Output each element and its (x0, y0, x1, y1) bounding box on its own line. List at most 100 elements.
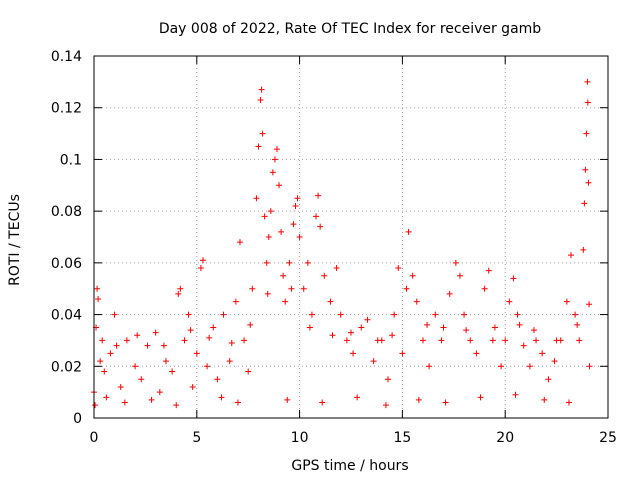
data-point (498, 363, 505, 370)
data-point (526, 363, 533, 370)
data-point (214, 376, 221, 383)
data-point (269, 169, 276, 176)
data-point (286, 259, 293, 266)
data-point (169, 368, 176, 375)
data-point (253, 195, 260, 202)
data-point (315, 192, 322, 199)
chart-title: Day 008 of 2022, Rate Of TEC Index for r… (159, 21, 541, 37)
data-point (551, 358, 558, 365)
data-point (94, 285, 101, 292)
data-point (189, 383, 196, 390)
x-tick-label: 15 (393, 430, 411, 446)
data-point (117, 383, 124, 390)
data-point (290, 221, 297, 228)
data-point (234, 399, 241, 406)
data-point (197, 265, 204, 272)
y-tick-label: 0.08 (51, 204, 82, 220)
data-point (181, 337, 188, 344)
data-point (539, 350, 546, 357)
data-point (442, 399, 449, 406)
data-point (99, 337, 106, 344)
data-point (247, 321, 254, 328)
data-point (245, 368, 252, 375)
data-point (255, 143, 262, 150)
data-point (350, 350, 357, 357)
data-point (144, 342, 151, 349)
data-point (258, 86, 265, 93)
y-tick-label: 0.04 (51, 308, 82, 324)
x-tick-label: 10 (291, 430, 309, 446)
data-point (438, 337, 445, 344)
data-point (321, 272, 328, 279)
ticks-layer: 0 5 10 15 20 25 0 0.02 0.04 0.06 0.08 0.1 0.12 0.14 (51, 49, 617, 446)
data-point (228, 340, 235, 347)
y-axis-label: ROTI / TECUs (7, 194, 23, 286)
x-axis-label: GPS time / hours (291, 458, 408, 474)
data-point (354, 394, 361, 401)
data-point (514, 311, 521, 318)
data-point (452, 259, 459, 266)
data-point (440, 324, 447, 331)
plot-frame (93, 55, 609, 419)
data-point (576, 337, 583, 344)
data-point (502, 337, 509, 344)
y-tick-label: 0.02 (51, 359, 82, 375)
data-point (156, 389, 163, 396)
data-point (261, 213, 268, 220)
data-point (278, 228, 285, 235)
data-point (138, 376, 145, 383)
data-point (586, 363, 593, 370)
data-point (317, 223, 324, 230)
data-point (409, 272, 416, 279)
data-point (249, 285, 256, 292)
data-point (399, 350, 406, 357)
data-point (185, 311, 192, 318)
data-point (313, 213, 320, 220)
data-point (218, 394, 225, 401)
data-point (491, 324, 498, 331)
data-point (123, 337, 130, 344)
data-point (456, 272, 463, 279)
data-point (257, 96, 264, 103)
data-point (424, 321, 431, 328)
data-point (567, 252, 574, 259)
data-point (358, 324, 365, 331)
data-point (572, 311, 579, 318)
data-point (565, 399, 572, 406)
data-point (413, 298, 420, 305)
data-point (333, 265, 340, 272)
data-point (461, 311, 468, 318)
data-point (385, 376, 392, 383)
data-point (199, 257, 206, 264)
y-tick-label: 0.06 (51, 256, 82, 272)
data-point (173, 402, 180, 409)
data-point (241, 337, 248, 344)
data-point (485, 267, 492, 274)
data-point (220, 311, 227, 318)
data-point (389, 332, 396, 339)
data-point (364, 316, 371, 323)
data-point (506, 298, 513, 305)
data-point (395, 265, 402, 272)
data-point (319, 399, 326, 406)
data-point (426, 363, 433, 370)
data-point (206, 334, 213, 341)
data-point (432, 311, 439, 318)
data-point (276, 182, 283, 189)
x-tick-label: 20 (496, 430, 514, 446)
data-point (467, 337, 474, 344)
data-point (175, 290, 182, 297)
data-point (308, 311, 315, 318)
data-point (226, 358, 233, 365)
data-point (271, 156, 278, 163)
data-point (391, 311, 398, 318)
data-point (306, 324, 313, 331)
y-tick-label: 0.14 (51, 49, 82, 65)
data-point (113, 342, 120, 349)
data-point (284, 396, 291, 403)
data-point (263, 259, 270, 266)
data-point (327, 298, 334, 305)
data-point (296, 234, 303, 240)
y-tick-label: 0.12 (51, 101, 82, 117)
